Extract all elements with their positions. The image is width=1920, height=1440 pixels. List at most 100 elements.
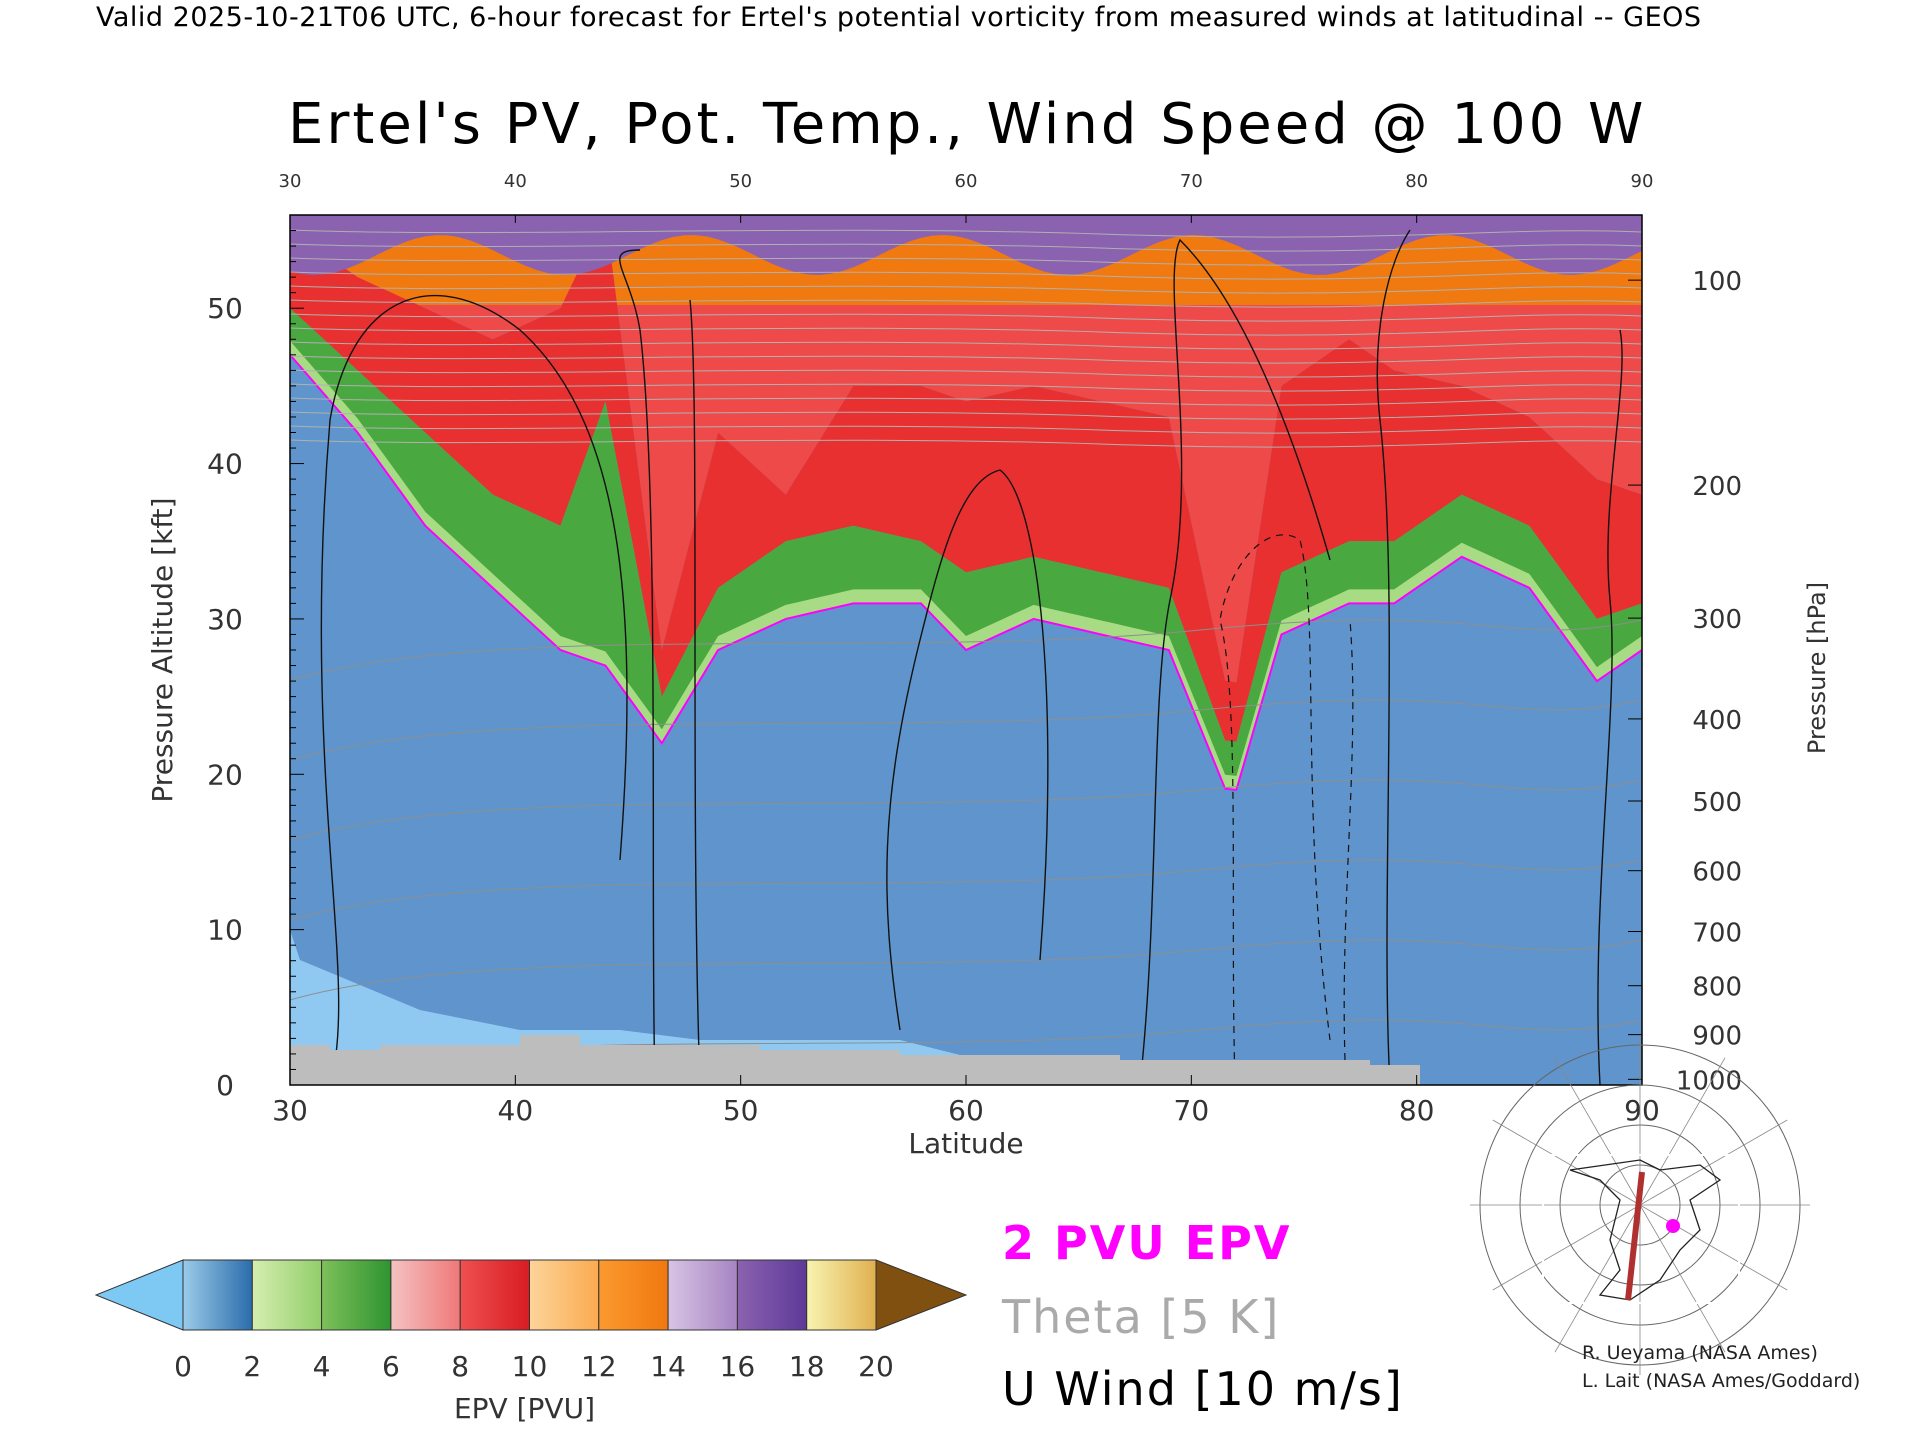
- map-border: [1542, 1154, 1740, 1304]
- colorbar-tick-label: 6: [382, 1350, 400, 1383]
- x-tick-label: 40: [498, 1094, 534, 1127]
- colorbar-over-arrow: [875, 1259, 968, 1331]
- colorbar-bin: [251, 1259, 323, 1331]
- map-location-marker: [1666, 1219, 1680, 1233]
- p-tick-label: 500: [1692, 788, 1742, 818]
- theta-contour: [290, 859, 1642, 921]
- theta-contour: [290, 313, 1642, 322]
- theta-contour: [290, 397, 1642, 406]
- p-tick-label: 300: [1692, 605, 1742, 635]
- chart-title: Ertel's PV, Pot. Temp., Wind Speed @ 100…: [288, 92, 1647, 157]
- theta-contour: [290, 439, 1642, 448]
- theta-contour: [290, 271, 1642, 280]
- x-tick-label: 60: [948, 1094, 984, 1127]
- colorbar-bin: [806, 1259, 877, 1331]
- map-cross-section-line: [1625, 1171, 1645, 1301]
- p-tick-label: 1000: [1676, 1066, 1742, 1096]
- colorbar-tick-label: 14: [650, 1350, 686, 1383]
- u-wind-contour: [320, 294, 628, 1085]
- map-meridian: [1639, 1119, 1788, 1206]
- pv-6-10-band: [290, 215, 1642, 742]
- top-tick-label: 80: [1405, 171, 1428, 192]
- theta-contour: [290, 699, 1642, 761]
- map-meridian: [1554, 1057, 1641, 1206]
- map-meridian: [1639, 1204, 1788, 1291]
- colorbar-tick-label: 20: [858, 1350, 894, 1383]
- theta-contour: [290, 341, 1642, 350]
- epv-field: [290, 215, 1642, 1085]
- theta-contour: [290, 257, 1642, 266]
- x-tick-label: 50: [723, 1094, 759, 1127]
- theta-contour: [290, 383, 1642, 392]
- colorbar-bin: [321, 1259, 392, 1331]
- top-tick-label: 60: [955, 171, 978, 192]
- y-tick-label: 10: [207, 914, 243, 947]
- credit-line-1: R. Ueyama (NASA Ames): [1582, 1342, 1818, 1364]
- legend-epv: 2 PVU EPV: [1002, 1216, 1291, 1270]
- colorbar-bin: [182, 1259, 253, 1331]
- theta-contour: [290, 229, 1642, 238]
- theta-contour: [290, 243, 1642, 252]
- theta-contour: [290, 425, 1642, 434]
- colorbar-bin: [390, 1259, 461, 1331]
- y-tick-label: 50: [207, 292, 243, 325]
- p-tick-label: 800: [1692, 973, 1742, 1003]
- u-wind-contour: [1376, 229, 1411, 1085]
- credit-line-2: L. Lait (NASA Ames/Goddard): [1582, 1370, 1861, 1392]
- legend-uwind-label: U Wind [10 m/s]: [1002, 1362, 1404, 1416]
- y-axis-label-left: Pressure Altitude [kft]: [146, 497, 179, 802]
- x-tick-label: 70: [1174, 1094, 1210, 1127]
- y-tick-label: 0: [216, 1069, 234, 1102]
- y-tick-label: 30: [207, 603, 243, 636]
- u-wind-contour: [1139, 238, 1331, 1085]
- u-wind-contour: [619, 249, 656, 1085]
- top-tick-label: 30: [279, 171, 302, 192]
- theta-contour: [290, 299, 1642, 308]
- theta-contour: [290, 411, 1642, 420]
- colorbar-bin: [736, 1259, 808, 1331]
- p-tick-label: 100: [1692, 267, 1742, 297]
- colorbar-tick-label: 12: [581, 1350, 617, 1383]
- theta-contour: [290, 327, 1642, 336]
- colorbar-tick-label: 16: [720, 1350, 756, 1383]
- contour-layer: [290, 229, 1642, 1085]
- terrain-mask: [290, 1035, 1420, 1085]
- pv-2-6-band: [290, 308, 1642, 790]
- map-meridian: [1554, 1204, 1641, 1353]
- colorbar-label: EPV [PVU]: [454, 1392, 595, 1425]
- u-wind-contour: [1597, 329, 1623, 1085]
- p-tick-label: 700: [1692, 919, 1742, 949]
- colorbar: 0 2 4 6 8 10 12 14 16 18 20 EPV [PVU]: [94, 1259, 968, 1425]
- pv-2-contour: [290, 354, 1642, 791]
- legend-theta: Theta [5 K]: [1002, 1290, 1280, 1344]
- colorbar-bin: [529, 1259, 600, 1331]
- theta-contour: [290, 355, 1642, 364]
- theta-contour: [290, 939, 1642, 1001]
- colorbar-tick-label: 8: [451, 1350, 469, 1383]
- valid-time-header: Valid 2025-10-21T06 UTC, 6-hour forecast…: [96, 2, 1702, 33]
- u-wind-negative-contour: [1219, 534, 1331, 1085]
- x-tick-label: 90: [1624, 1094, 1660, 1127]
- low-pv-region: [290, 930, 960, 1055]
- colorbar-tick-label: 2: [243, 1350, 261, 1383]
- top-tick-label: 70: [1180, 171, 1203, 192]
- colorbar-bin: [459, 1259, 531, 1331]
- colorbar-bin: [667, 1259, 738, 1331]
- theta-contour: [290, 619, 1642, 681]
- top-tick-label: 50: [729, 171, 752, 192]
- top-tick-label: 90: [1631, 171, 1654, 192]
- legend-uwind: U Wind [10 m/s]: [1002, 1362, 1404, 1416]
- colorbar-tick-label: 18: [789, 1350, 825, 1383]
- theta-contour: [290, 369, 1642, 378]
- colorbar-tick-label: 10: [512, 1350, 548, 1383]
- map-coastline: [1569, 1159, 1722, 1301]
- legend-epv-label: 2 PVU EPV: [1002, 1216, 1292, 1270]
- u-wind-contour: [689, 299, 701, 1085]
- terrain-shade: [290, 1035, 1420, 1085]
- x-tick-label: 30: [272, 1094, 308, 1127]
- map-meridian: [1639, 1204, 1726, 1353]
- p-tick-label: 900: [1692, 1022, 1742, 1052]
- colorbar-under-arrow: [94, 1259, 184, 1331]
